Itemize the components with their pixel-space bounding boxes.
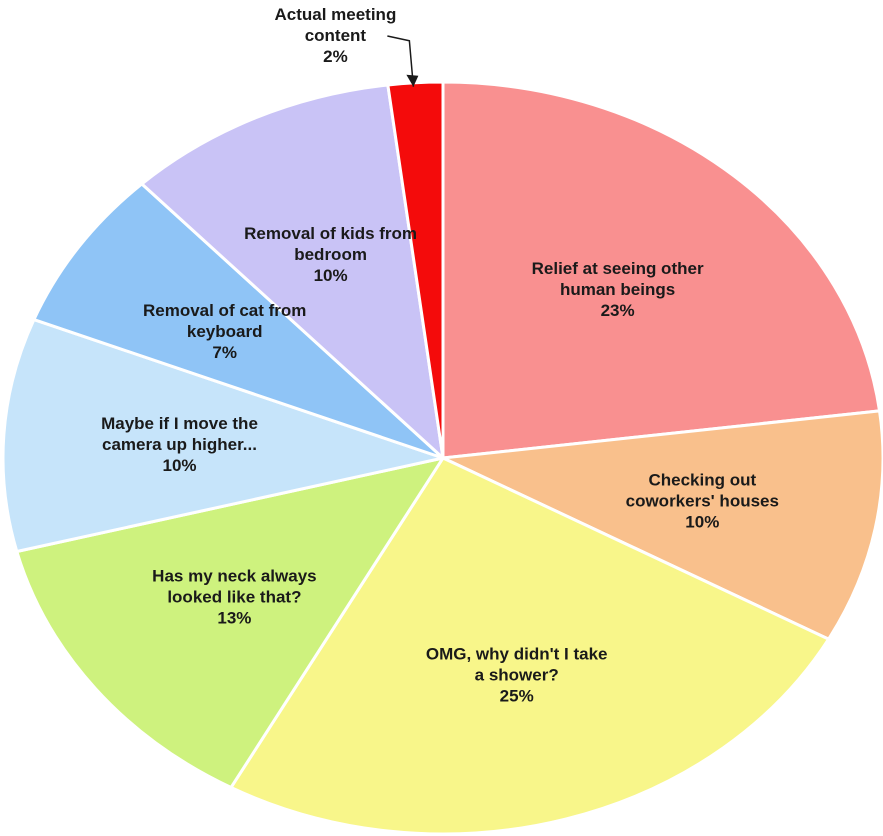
slice-label-line: content <box>305 26 367 45</box>
slice-percent: 2% <box>323 47 348 66</box>
slice-label-7: Actual meeting content 2% <box>274 5 396 66</box>
slice-label-line: Maybe if I move the <box>101 414 258 433</box>
slice-percent: 7% <box>212 343 237 362</box>
slice-label-line: Relief at seeing other <box>532 259 704 278</box>
slice-label-line: Checking out <box>648 470 756 489</box>
slice-label-line: Removal of cat from <box>143 301 306 320</box>
slice-label-line: keyboard <box>187 322 263 341</box>
slice-percent: 10% <box>685 512 719 531</box>
slice-label-line: looked like that? <box>167 587 301 606</box>
slice-label-line: Actual meeting <box>274 5 396 24</box>
slice-percent: 10% <box>314 266 348 285</box>
slice-percent: 13% <box>217 608 251 627</box>
slice-label-line: coworkers' houses <box>626 491 779 510</box>
pie-slices <box>3 82 883 834</box>
slice-label-line: human beings <box>560 280 675 299</box>
slice-label-line: Removal of kids from <box>244 224 417 243</box>
slice-label-line: camera up higher... <box>102 435 257 454</box>
slice-percent: 23% <box>601 301 635 320</box>
pie-callouts <box>387 36 418 87</box>
slice-label-line: a shower? <box>475 666 559 685</box>
slice-percent: 25% <box>500 687 534 706</box>
slice-label-line: bedroom <box>294 245 367 264</box>
slice-label-line: OMG, why didn't I take <box>426 645 608 664</box>
slice-label-line: Has my neck always <box>152 566 316 585</box>
slice-percent: 10% <box>162 456 196 475</box>
